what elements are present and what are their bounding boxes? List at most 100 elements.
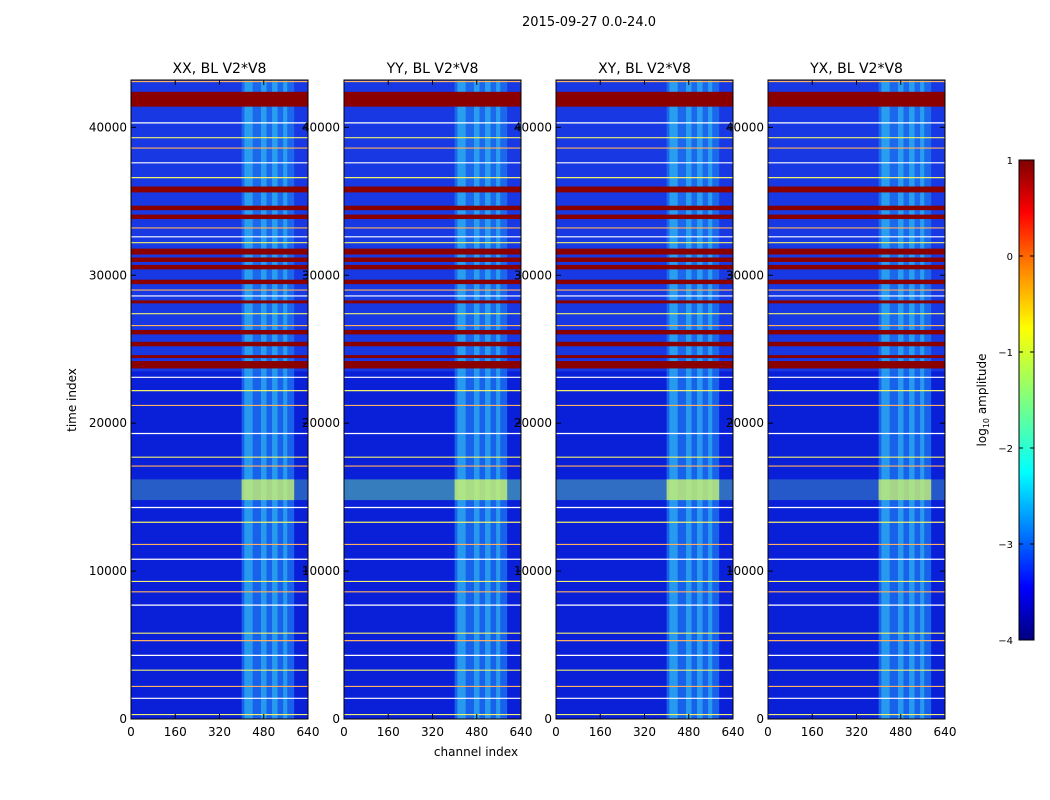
y-tick-label: 30000	[514, 268, 552, 282]
saturated-row	[556, 257, 733, 262]
rfi-channel-stripe	[909, 80, 915, 719]
x-tick-label: 320	[208, 725, 231, 739]
rfi-channel-stripe	[708, 80, 713, 719]
heatmap-image	[556, 80, 733, 719]
saturated-row	[344, 91, 521, 107]
x-axis-label: channel index	[434, 745, 518, 759]
saturated-row	[344, 214, 521, 220]
saturated-row	[556, 300, 733, 304]
saturated-row	[131, 91, 308, 107]
y-tick-label: 20000	[726, 416, 764, 430]
y-tick-label: 30000	[302, 268, 340, 282]
saturated-row	[344, 248, 521, 255]
y-tick-label: 20000	[302, 416, 340, 430]
broadband-event-rfi	[454, 479, 508, 501]
panel-0: XX, BL V2*V8 0 160 320 480 640 0 10000 20000 3000…	[89, 61, 320, 739]
saturated-row	[556, 264, 733, 270]
x-tick-label: 320	[421, 725, 444, 739]
heatmap-image	[344, 80, 521, 719]
saturated-row	[131, 300, 308, 304]
x-tick-label: 160	[801, 725, 824, 739]
y-tick-label: 0	[119, 712, 127, 726]
y-tick-label: 0	[756, 712, 764, 726]
saturated-row	[768, 214, 945, 220]
x-tick-label: 480	[889, 725, 912, 739]
panel-title: XY, BL V2*V8	[598, 61, 691, 77]
saturated-row	[131, 248, 308, 255]
rfi-channel-stripe	[881, 80, 890, 719]
rfi-channel-stripe	[897, 80, 904, 719]
x-tick-label: 480	[677, 725, 700, 739]
saturated-row	[768, 264, 945, 270]
colorbar-tick-label: −1	[998, 348, 1013, 359]
saturated-row	[131, 214, 308, 220]
saturated-row	[768, 361, 945, 369]
panels: XX, BL V2*V8 0 160 320 480 640 0 10000 20000 3000…	[89, 61, 957, 739]
colorbar-label: log10 amplitude	[975, 354, 991, 447]
heatmap-image	[768, 80, 945, 719]
saturated-row	[556, 341, 733, 347]
saturated-row	[768, 248, 945, 255]
saturated-row	[768, 91, 945, 107]
x-tick-label: 640	[297, 725, 320, 739]
saturated-row	[768, 329, 945, 335]
y-tick-label: 0	[544, 712, 552, 726]
saturated-row	[344, 279, 521, 285]
x-tick-label: 160	[377, 725, 400, 739]
saturated-row	[556, 329, 733, 335]
y-tick-label: 20000	[514, 416, 552, 430]
saturated-row	[556, 279, 733, 285]
rfi-channel-stripe	[496, 80, 501, 719]
saturated-row	[344, 361, 521, 369]
rfi-channel-stripe	[473, 80, 480, 719]
x-tick-label: 0	[340, 725, 348, 739]
colorbar-ticks: 1 0 −1 −2 −3 −4	[998, 156, 1034, 647]
saturated-row	[131, 257, 308, 262]
rfi-channel-stripe	[669, 80, 678, 719]
broadband-event-rfi	[878, 479, 932, 501]
colorbar: 10−1−2−3−4 log10 amplitude	[975, 156, 1035, 647]
saturated-row	[344, 355, 521, 359]
saturated-row	[131, 329, 308, 335]
x-tick-label: 160	[164, 725, 187, 739]
rfi-channel-stripe	[272, 80, 278, 719]
saturated-row	[131, 264, 308, 270]
saturated-row	[344, 341, 521, 347]
panel-title: XX, BL V2*V8	[173, 61, 267, 77]
rfi-channel-stripe	[244, 80, 253, 719]
colorbar-tick-label: −3	[998, 540, 1013, 551]
saturated-row	[768, 341, 945, 347]
colorbar-gradient	[1018, 159, 1035, 641]
saturated-row	[556, 355, 733, 359]
rfi-channel-stripe	[283, 80, 288, 719]
x-tick-label: 0	[552, 725, 560, 739]
rfi-channel-stripe	[457, 80, 466, 719]
broadband-event-rfi	[666, 479, 720, 501]
colorbar-tick-label: 0	[1007, 252, 1013, 263]
rfi-channel-stripe	[485, 80, 491, 719]
y-tick-label: 40000	[514, 120, 552, 134]
saturated-row	[131, 355, 308, 359]
x-tick-label: 0	[127, 725, 135, 739]
y-tick-label: 10000	[514, 564, 552, 578]
rfi-channel-stripe	[685, 80, 692, 719]
saturated-row	[344, 205, 521, 211]
rfi-channel-stripe	[920, 80, 925, 719]
rfi-channel-stripe	[260, 80, 267, 719]
panel-1: YY, BL V2*V8 0 160 320 480 640 0 10000 20000 3000…	[302, 61, 533, 739]
panel-title: YX, BL V2*V8	[809, 61, 903, 77]
x-tick-label: 160	[589, 725, 612, 739]
colorbar-label-word: amplitude	[975, 354, 989, 418]
x-tick-label: 0	[764, 725, 772, 739]
saturated-row	[131, 205, 308, 211]
saturated-row	[768, 279, 945, 285]
y-tick-label: 10000	[726, 564, 764, 578]
saturated-row	[344, 264, 521, 270]
y-tick-label: 40000	[302, 120, 340, 134]
x-tick-label: 640	[934, 725, 957, 739]
saturated-row	[556, 91, 733, 107]
colorbar-tick-label: 1	[1007, 156, 1013, 167]
y-tick-label: 30000	[89, 268, 127, 282]
colorbar-tick-label: −4	[998, 636, 1013, 647]
panel-3: YX, BL V2*V8 0 160 320 480 640 0 10000 20000 3000…	[726, 61, 957, 739]
